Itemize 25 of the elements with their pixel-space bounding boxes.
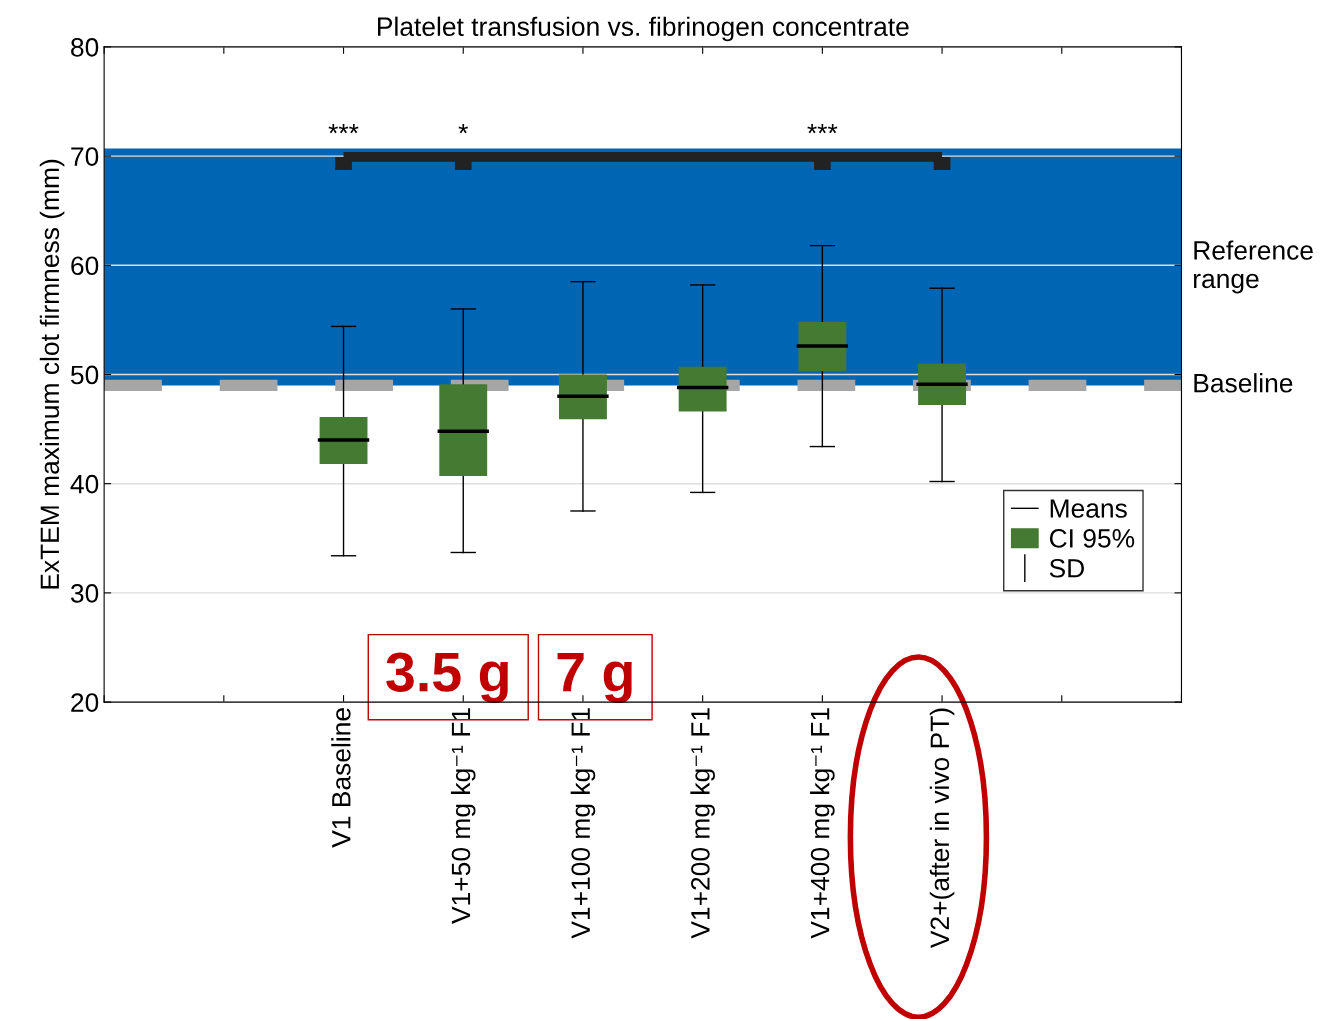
- x-tick-label: V2+(after in vivo PT): [929, 708, 955, 949]
- y-tick-label: 20: [71, 693, 99, 712]
- y-tick-label: 80: [71, 38, 99, 57]
- y-axis-title: ExTEM maximum clot firmness (mm): [39, 159, 65, 589]
- annotation: *: [458, 124, 468, 134]
- annotation: ***: [807, 124, 838, 134]
- x-tick-label: V1+200 mg kg⁻¹ F1: [690, 708, 715, 939]
- annotation: ***: [328, 124, 359, 134]
- y-tick-label: 50: [70, 365, 99, 385]
- y-tick-label: 70: [71, 147, 99, 166]
- annotation: SD: [1049, 558, 1084, 578]
- y-tick-label: 40: [70, 474, 99, 494]
- x-tick-label: V1 Baseline: [331, 708, 351, 848]
- legend-label: CI 95%: [1049, 529, 1135, 548]
- y-tick-label: 30: [70, 584, 99, 603]
- x-tick-label: V1+100 mg kg⁻¹ F1: [570, 708, 596, 939]
- x-tick-label: V1+400 mg kg⁻¹ F1: [810, 708, 835, 939]
- ref-line-label: Baseline: [1194, 373, 1293, 393]
- y-tick-label: 60: [71, 256, 99, 276]
- annotation: 7 g: [557, 653, 632, 704]
- band-label: Reference range: [1194, 240, 1313, 294]
- annotation: 3.5 g: [386, 652, 508, 704]
- annotation: Means: [1050, 499, 1127, 518]
- x-tick-label: V1+50 mg kg⁻¹ F1: [450, 708, 476, 924]
- chart-title: Platelet transfusion vs. fibrinogen concentrate: [378, 16, 909, 42]
